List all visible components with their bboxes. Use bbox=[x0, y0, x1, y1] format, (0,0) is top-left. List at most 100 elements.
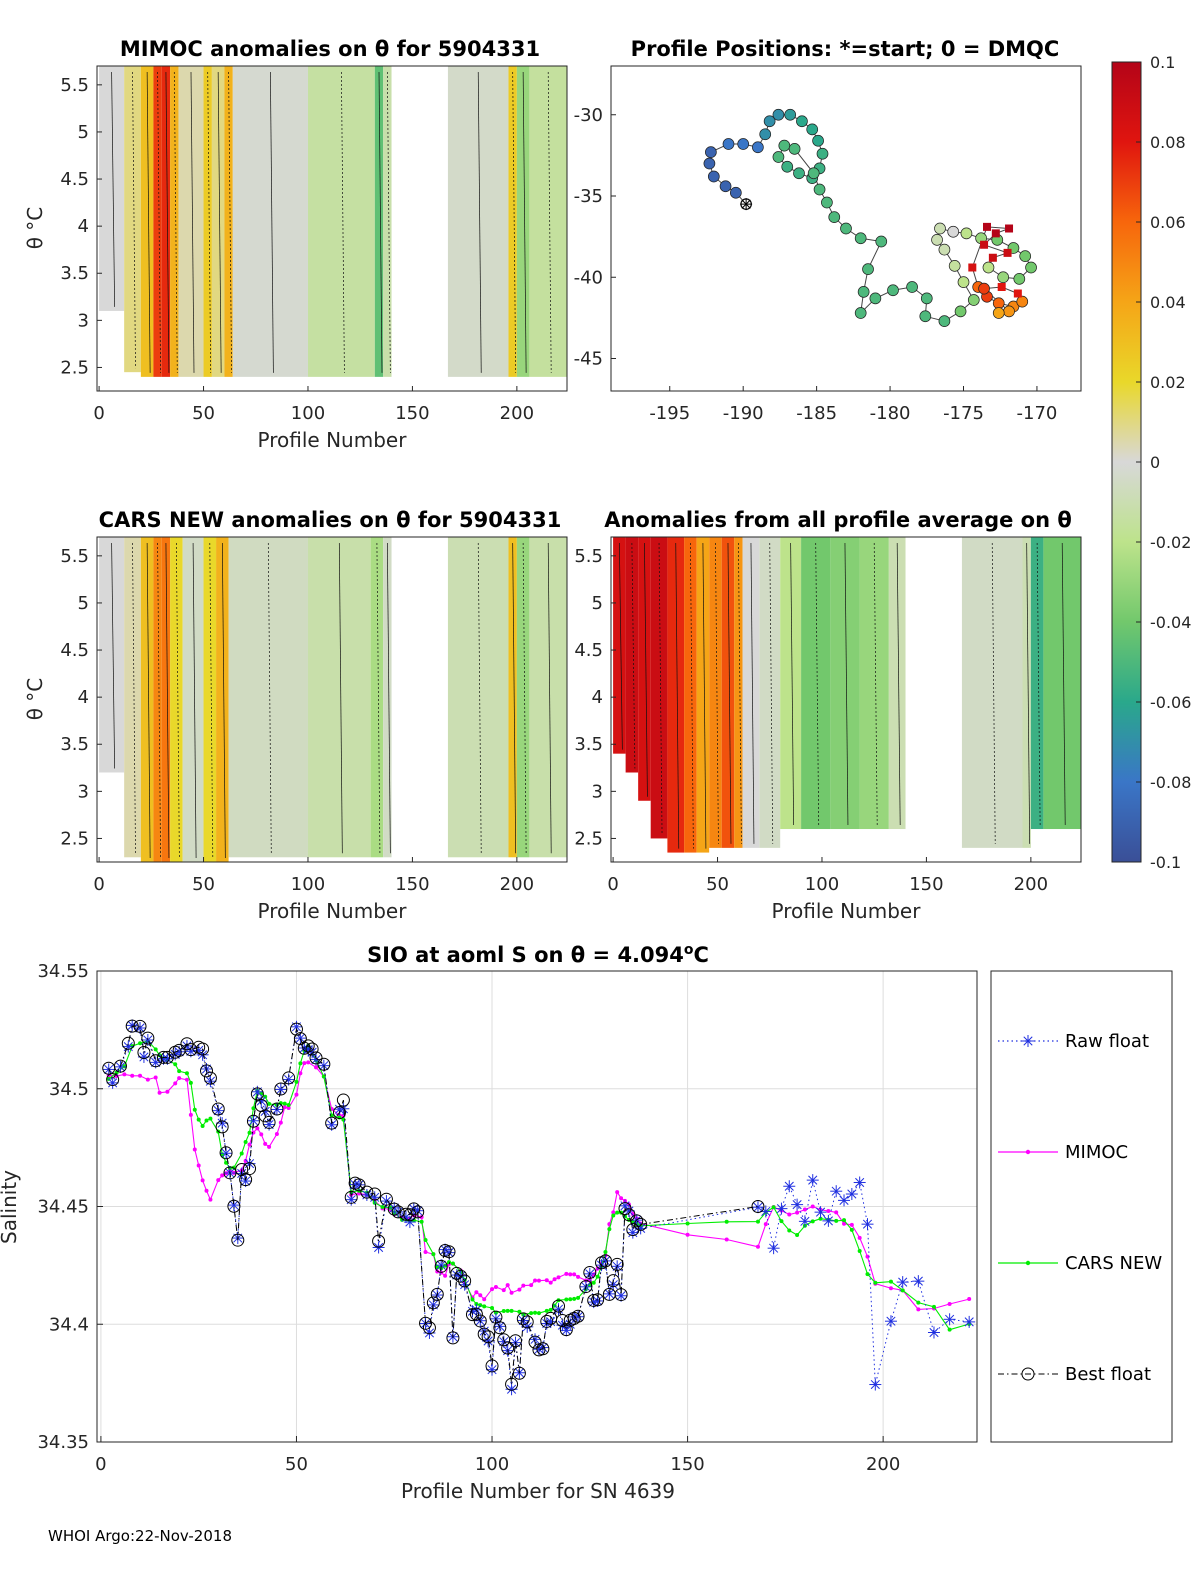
cars-point bbox=[771, 1205, 776, 1210]
cars-heatmap bbox=[99, 537, 567, 862]
raw-float-point bbox=[898, 1277, 908, 1287]
best-float-point bbox=[274, 1082, 288, 1096]
best-float-point bbox=[227, 1199, 241, 1213]
dmqc-marker bbox=[991, 229, 1000, 238]
salinity-xlabel: Profile Number for SN 4639 bbox=[401, 1479, 675, 1503]
raw-float-point bbox=[792, 1200, 802, 1210]
mimoc-point bbox=[533, 1278, 538, 1283]
cars-point bbox=[564, 1297, 569, 1302]
allavg-panel: Anomalies from all profile average on θ … bbox=[574, 508, 1082, 923]
cars-ytick-label: 4 bbox=[78, 687, 89, 708]
mimoc-xtick-label: 150 bbox=[395, 403, 429, 424]
allavg-ytick-label: 3.5 bbox=[574, 734, 603, 755]
best-float-point bbox=[106, 1073, 120, 1087]
allavg-contour bbox=[790, 542, 794, 826]
raw-float-point bbox=[405, 1217, 415, 1227]
profile-marker bbox=[784, 108, 797, 121]
mimoc-point bbox=[423, 1249, 428, 1254]
cars-point bbox=[153, 1047, 158, 1052]
allavg-ytick-label: 5 bbox=[592, 593, 603, 614]
profile-marker bbox=[705, 146, 717, 158]
mimoc-ticks: 0 50 100 150 200 2.5 3 3.5 4 4.5 5 5.5 bbox=[60, 75, 534, 424]
cars-contour bbox=[547, 542, 552, 854]
best-float-point bbox=[528, 1335, 542, 1349]
allavg-contour bbox=[844, 542, 849, 826]
best-float-point bbox=[149, 1054, 163, 1068]
cars-cell bbox=[516, 537, 530, 858]
profile-marker bbox=[1019, 250, 1032, 262]
mimoc-point bbox=[490, 1287, 495, 1292]
best-float-point bbox=[309, 1051, 323, 1065]
mimoc-cell bbox=[170, 66, 179, 377]
best-float-point bbox=[454, 1269, 468, 1283]
mimoc-cell bbox=[178, 66, 204, 377]
colorbar-tick-label: -0.1 bbox=[1150, 853, 1181, 872]
cars-point bbox=[818, 1216, 823, 1221]
raw-float-point bbox=[139, 1052, 149, 1062]
raw-float-point bbox=[929, 1327, 939, 1338]
profile-marker bbox=[793, 167, 805, 180]
mimoc-cell bbox=[383, 66, 392, 377]
profile-marker bbox=[906, 281, 918, 293]
colorbar-ticks: 0.1 0.08 0.06 0.04 0.02 0 -0.02 -0.04 -0.06 -0.08… bbox=[1136, 53, 1191, 872]
mimoc-point bbox=[220, 1173, 225, 1178]
salinity-series bbox=[102, 1019, 976, 1396]
best-float-point bbox=[442, 1245, 456, 1259]
mimoc-point bbox=[556, 1275, 561, 1280]
cars-point bbox=[247, 1130, 252, 1135]
best-float-point bbox=[160, 1050, 174, 1064]
cars-point bbox=[188, 1080, 193, 1085]
allavg-cell bbox=[684, 537, 697, 853]
mimoc-point bbox=[200, 1178, 205, 1183]
mimoc-point bbox=[826, 1208, 831, 1213]
cars-point bbox=[947, 1327, 952, 1332]
best-float-point bbox=[520, 1315, 534, 1329]
cars-point bbox=[509, 1308, 514, 1313]
raw-float-point bbox=[600, 1256, 611, 1266]
best-float-point bbox=[344, 1190, 358, 1204]
allavg-xtick-label: 200 bbox=[1014, 874, 1048, 895]
allavg-xtick-label: 150 bbox=[909, 874, 943, 895]
raw-float-point bbox=[115, 1062, 126, 1072]
profile-marker bbox=[719, 180, 732, 193]
profile-marker bbox=[854, 307, 867, 319]
allavg-ytick-label: 5.5 bbox=[574, 546, 603, 567]
raw-float-point bbox=[452, 1270, 462, 1280]
mimoc-point bbox=[267, 1144, 272, 1149]
best-float-point bbox=[246, 1114, 260, 1128]
best-float-point bbox=[250, 1087, 264, 1101]
raw-float-point bbox=[862, 1219, 873, 1229]
best-float-point bbox=[469, 1307, 483, 1321]
allavg-contour bbox=[727, 542, 732, 844]
mimoc-contour bbox=[270, 71, 274, 373]
best-float-point bbox=[231, 1233, 245, 1247]
mimoc-contour bbox=[190, 71, 195, 373]
best-float-point bbox=[325, 1116, 339, 1130]
cars-point bbox=[888, 1279, 893, 1284]
raw-float-point bbox=[338, 1104, 348, 1114]
cars-ytick-label: 3 bbox=[78, 781, 89, 802]
raw-float-point bbox=[913, 1276, 923, 1286]
cars-panel: CARS NEW anomalies on θ for 5904331 0 50 1… bbox=[23, 508, 568, 923]
raw-float-point bbox=[479, 1326, 489, 1336]
raw-float-point bbox=[776, 1204, 787, 1214]
mimoc-cell bbox=[374, 66, 384, 377]
best-float-point bbox=[634, 1217, 648, 1231]
mimoc-cell bbox=[232, 66, 308, 377]
raw-float-point bbox=[221, 1148, 231, 1158]
mimoc-point bbox=[916, 1307, 921, 1312]
cars-xtick-label: 200 bbox=[500, 874, 534, 895]
mimoc-point bbox=[204, 1188, 209, 1193]
cars-point bbox=[200, 1123, 205, 1128]
cars-cell bbox=[383, 537, 392, 858]
raw-float-point bbox=[174, 1047, 184, 1057]
raw-float-point bbox=[561, 1325, 571, 1335]
salinity-ytick-label: 34.4 bbox=[49, 1314, 89, 1335]
cars-xtick-label: 150 bbox=[395, 874, 429, 895]
positions-xtick-label: -180 bbox=[870, 403, 911, 424]
colorbar-tick-label: -0.04 bbox=[1150, 613, 1191, 632]
cars-point bbox=[595, 1274, 600, 1279]
raw-float-point bbox=[307, 1047, 317, 1057]
best-float-point bbox=[141, 1031, 155, 1045]
raw-float-point bbox=[964, 1317, 974, 1327]
